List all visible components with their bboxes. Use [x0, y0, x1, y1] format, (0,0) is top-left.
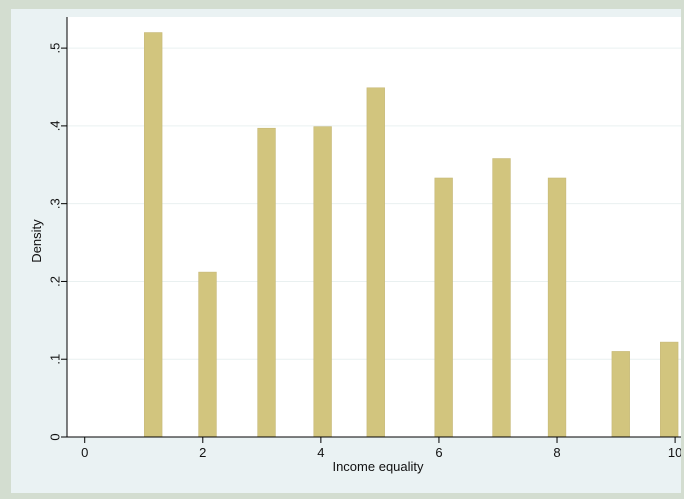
- y-axis-ticks: 0 .1 .2 .3 .4 .5: [47, 43, 67, 441]
- y-tick-label: .4: [47, 120, 62, 131]
- bar: [257, 127, 276, 438]
- bar: [198, 271, 217, 438]
- chart-figure: 0 2 4 6 8 10 0 .1 .2 .3 .4 .5 Income equality Dens…: [11, 9, 681, 493]
- bar: [144, 32, 163, 438]
- y-tick-label: .3: [47, 198, 62, 209]
- x-tick-label: 0: [81, 445, 88, 460]
- x-tick-label: 10: [668, 445, 681, 460]
- y-tick-label: .5: [47, 43, 62, 54]
- density-histogram: 0 2 4 6 8 10 0 .1 .2 .3 .4 .5 Income equality Dens…: [29, 17, 681, 474]
- bar: [611, 351, 630, 438]
- x-axis-title: Income equality: [332, 459, 424, 474]
- x-tick-label: 8: [553, 445, 560, 460]
- x-tick-label: 2: [199, 445, 206, 460]
- bar: [313, 126, 332, 438]
- bar: [492, 158, 511, 438]
- y-tick-label: .2: [47, 276, 62, 287]
- y-axis-title: Density: [29, 219, 44, 263]
- x-tick-label: 4: [317, 445, 324, 460]
- bar: [660, 341, 679, 438]
- x-tick-label: 6: [435, 445, 442, 460]
- bar: [547, 177, 567, 438]
- y-tick-label: .1: [47, 354, 62, 365]
- y-tick-label: 0: [47, 433, 62, 440]
- bar: [366, 87, 385, 438]
- x-axis-ticks: 0 2 4 6 8 10: [81, 437, 681, 460]
- bar: [434, 177, 453, 438]
